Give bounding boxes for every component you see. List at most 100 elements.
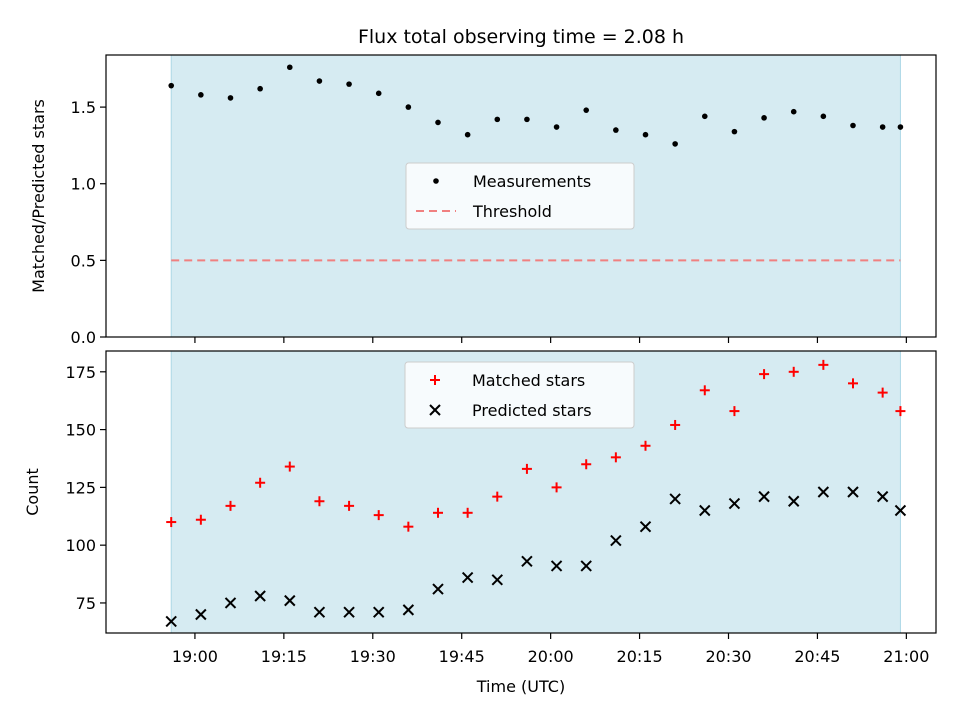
measurement-point <box>850 122 856 129</box>
predicted-star-point-b <box>728 497 741 510</box>
y-tick-label-bottom: 125 <box>65 478 96 497</box>
y-tick-label-bottom: 100 <box>65 536 96 555</box>
x-tick-label: 20:30 <box>705 647 751 666</box>
matched-star-point <box>373 510 384 521</box>
predicted-star-point-b <box>580 560 592 572</box>
predicted-star-point <box>402 604 415 616</box>
measurement-point <box>897 124 904 130</box>
predicted-star-point <box>521 555 533 568</box>
predicted-star-point <box>728 497 741 510</box>
predicted-star-point-b <box>847 486 859 498</box>
matched-star-point <box>848 378 858 389</box>
predicted-star-point-b <box>699 504 711 517</box>
predicted-star-point-b <box>195 608 207 621</box>
predicted-star-point-b <box>224 597 237 609</box>
y-tick-label-bottom: 175 <box>65 363 96 382</box>
matched-star-point <box>492 491 503 502</box>
matched-star-point <box>403 521 414 532</box>
predicted-star-point <box>284 594 296 607</box>
measurement-point <box>731 128 738 135</box>
predicted-star-point <box>639 520 652 533</box>
y-axis-label-count: Count <box>23 468 42 516</box>
matched-star-point <box>166 517 177 528</box>
y-tick-label-bottom: 75 <box>76 594 96 613</box>
legend-marker-predicted-b <box>429 404 441 416</box>
legend-box-bottom <box>404 361 635 429</box>
legend-label: Predicted stars <box>472 401 592 420</box>
predicted-star-point <box>373 606 385 618</box>
y-tick-label-bottom: 150 <box>65 421 96 440</box>
predicted-star-point <box>894 504 907 517</box>
x-axis-label: Time (UTC) <box>476 677 565 696</box>
predicted-star-point-b <box>373 606 385 618</box>
predicted-star-point <box>254 590 266 602</box>
predicted-star-point-b <box>402 604 415 616</box>
matched-star-point <box>225 500 236 511</box>
x-tick-label: 20:00 <box>528 647 574 666</box>
measurement-point <box>613 127 619 133</box>
predicted-star-point-b <box>521 555 533 568</box>
predicted-star-point-b <box>284 594 296 607</box>
y-tick-label-top: 0.0 <box>71 328 96 347</box>
axes-frame-bottom <box>105 350 937 634</box>
predicted-star-point-b <box>432 583 444 595</box>
top-panel: 0.0 0.5 1.0 1.5 Measurements Threshold <box>71 54 937 347</box>
legend-box-top <box>405 162 635 230</box>
predicted-star-point <box>313 606 326 618</box>
measurement-point <box>879 124 886 130</box>
predicted-star-point-b <box>491 574 503 586</box>
matched-star-point <box>640 440 651 451</box>
measurement-point <box>464 131 471 138</box>
legend-top: Measurements Threshold <box>405 162 635 230</box>
predicted-star-point <box>788 495 800 507</box>
measurement-point <box>198 92 204 98</box>
matched-star-point <box>462 507 473 518</box>
measurement-point <box>524 116 530 123</box>
predicted-star-point-b <box>165 615 177 628</box>
matched-star-point <box>255 477 266 488</box>
y-tick-label-top: 1.5 <box>71 98 96 117</box>
predicted-star-point-b <box>876 490 889 503</box>
measurement-point <box>583 107 590 113</box>
matched-star-point <box>818 359 829 370</box>
y-tick-label-top: 0.5 <box>71 251 96 270</box>
measurement-point <box>642 131 649 138</box>
measurement-point <box>553 124 560 130</box>
chart-title: Flux total observing time = 2.08 h <box>358 26 684 48</box>
predicted-star-point <box>491 574 503 586</box>
measurement-point <box>316 78 323 84</box>
x-tick-label: 20:45 <box>794 647 840 666</box>
matched-star-point <box>759 369 770 380</box>
bottom-panel: 75 100 125 150 175 19:00 19:15 19:30 19:45 20:00 2… <box>65 350 937 666</box>
predicted-star-point <box>758 490 770 503</box>
measurement-point <box>346 81 352 87</box>
predicted-star-point <box>432 583 444 595</box>
matched-star-point <box>877 387 888 398</box>
matched-star-point <box>610 452 621 463</box>
predicted-star-point-b <box>639 520 652 533</box>
matched-star-point <box>895 406 906 417</box>
measurement-point <box>257 85 263 92</box>
measurement-point <box>820 113 827 120</box>
axes-frame-top <box>105 54 937 338</box>
measurement-point <box>375 90 382 97</box>
x-tick-label: 21:00 <box>883 647 929 666</box>
measurement-point <box>672 141 678 147</box>
legend-marker-measurements <box>433 178 439 184</box>
legend-label: Threshold <box>472 202 552 221</box>
matched-star-point <box>699 385 710 396</box>
measurement-point <box>227 95 234 101</box>
predicted-star-point <box>610 534 622 547</box>
x-tick-label: 19:30 <box>350 647 396 666</box>
x-tick-label: 19:00 <box>172 647 218 666</box>
legend-label: Matched stars <box>472 371 585 390</box>
predicted-star-point <box>343 606 355 618</box>
measurement-point <box>494 116 501 123</box>
legend-bottom: Matched stars Predicted stars <box>404 361 635 429</box>
matched-star-point <box>729 406 740 417</box>
predicted-star-point-b <box>610 534 622 547</box>
predicted-star-point <box>550 560 563 572</box>
predicted-star-point <box>876 490 889 503</box>
measurement-point <box>405 104 412 110</box>
